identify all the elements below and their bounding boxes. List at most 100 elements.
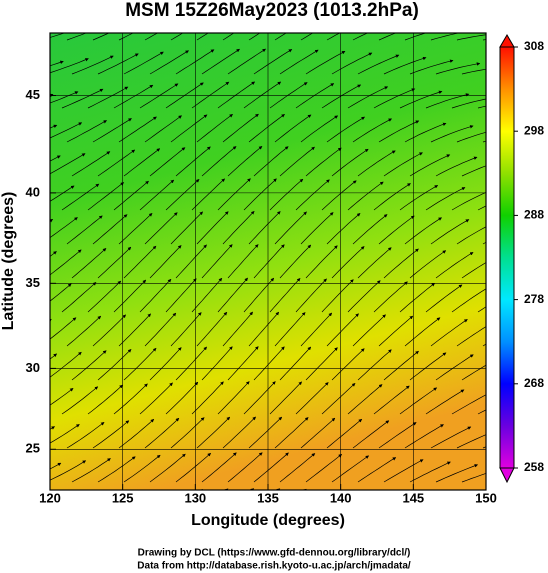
streamline <box>0 130 6 142</box>
streamline <box>87 86 129 109</box>
streamline <box>66 120 108 143</box>
x-tick-label: 120 <box>39 490 61 505</box>
colorbar <box>499 46 515 469</box>
y-tick-label: 45 <box>26 87 40 102</box>
streamline <box>61 282 97 313</box>
streamline <box>0 100 2 108</box>
streamline <box>326 313 359 347</box>
streamline <box>0 64 38 74</box>
streamline <box>383 152 423 177</box>
streamlines <box>0 32 528 550</box>
streamline <box>452 504 495 516</box>
colorbar-tick-label: 298 <box>524 123 544 137</box>
streamline <box>435 464 479 483</box>
streamline <box>227 452 263 483</box>
streamline <box>113 383 148 415</box>
streamline <box>71 248 107 279</box>
streamline <box>352 420 390 449</box>
streamline <box>269 381 303 415</box>
streamline <box>144 417 180 449</box>
streamline <box>71 151 111 177</box>
streamline <box>425 187 466 211</box>
streamline <box>243 381 276 415</box>
streamline <box>217 277 248 313</box>
streamline <box>139 278 172 313</box>
streamline <box>222 33 235 41</box>
streamline <box>50 185 75 202</box>
streamline <box>149 245 182 279</box>
streamline <box>357 349 392 381</box>
streamline <box>222 210 255 245</box>
streamline <box>373 183 411 211</box>
streamline <box>123 245 157 279</box>
streamline <box>71 458 111 483</box>
streamline <box>144 312 177 347</box>
streamline <box>331 455 370 483</box>
streamline <box>149 50 189 75</box>
streamline <box>92 420 130 449</box>
streamline <box>149 453 186 483</box>
streamline <box>170 33 184 41</box>
streamline <box>0 431 5 448</box>
colorbar-tick-label: 288 <box>524 208 544 222</box>
streamline <box>67 532 108 550</box>
y-tick-label: 25 <box>26 441 40 456</box>
streamline <box>170 417 205 449</box>
colorbar-extend <box>499 467 515 484</box>
streamline <box>170 114 208 143</box>
streamline <box>50 91 79 104</box>
streamline <box>87 182 125 211</box>
streamline <box>149 347 182 381</box>
streamline <box>274 312 306 347</box>
streamline <box>357 54 400 75</box>
streamline <box>405 535 448 550</box>
streamline <box>426 501 468 516</box>
streamline <box>300 115 339 143</box>
streamline <box>201 48 240 75</box>
streamline <box>305 245 338 279</box>
streamline <box>431 538 474 550</box>
streamline <box>139 179 175 211</box>
streamline <box>175 452 212 483</box>
streamline <box>321 84 362 109</box>
streamline <box>435 252 474 279</box>
streamline <box>175 49 215 75</box>
streamline <box>279 346 312 381</box>
streamline <box>378 315 414 347</box>
x-tick-label: 150 <box>475 490 497 505</box>
streamline <box>227 244 259 279</box>
streamline <box>456 326 486 347</box>
colorbar-extend <box>499 34 515 48</box>
streamline <box>0 32 33 40</box>
streamline <box>279 146 315 177</box>
streamline <box>201 346 233 381</box>
streamline <box>253 146 289 177</box>
streamline <box>175 346 207 381</box>
streamline <box>373 88 416 109</box>
streamline <box>253 452 289 483</box>
footer: Drawing by DCL (https://www.gfd-dennou.o… <box>138 548 411 559</box>
streamline <box>50 218 54 223</box>
streamline <box>50 460 87 481</box>
streamline <box>175 146 211 177</box>
streamline <box>404 33 427 41</box>
streamline <box>477 409 486 415</box>
streamline <box>435 354 474 381</box>
streamline <box>300 312 333 347</box>
x-tick-label: 140 <box>330 490 352 505</box>
streamline <box>399 282 436 313</box>
streamline <box>87 280 122 313</box>
streamline <box>483 544 528 550</box>
streamline <box>357 150 396 177</box>
streamline <box>201 452 237 483</box>
streamline <box>66 315 102 347</box>
streamline <box>373 385 410 415</box>
streamline <box>430 219 470 245</box>
streamline <box>97 246 132 279</box>
streamline <box>170 312 202 347</box>
streamline <box>191 381 224 415</box>
streamline <box>0 128 32 142</box>
streamline <box>461 473 486 483</box>
streamline <box>50 462 62 470</box>
streamline <box>404 317 441 347</box>
